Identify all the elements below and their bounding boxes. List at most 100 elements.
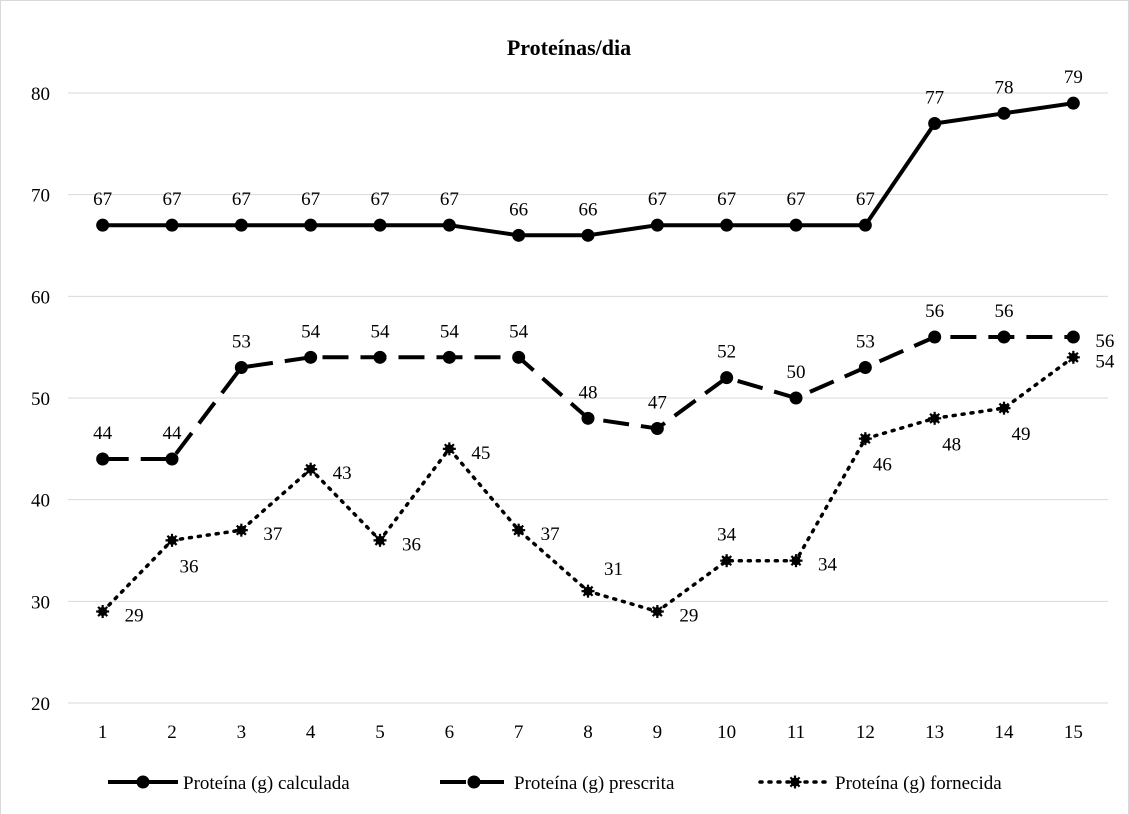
y-tick-label: 40	[31, 491, 50, 512]
legend-swatch-marker	[467, 775, 481, 789]
legend: Proteína (g) calculada Proteína (g) presc…	[108, 773, 1002, 794]
data-label: 54	[440, 321, 460, 342]
data-label: 67	[856, 189, 875, 210]
data-point	[234, 523, 248, 537]
data-label: 53	[232, 332, 251, 353]
data-label: 54	[371, 321, 391, 342]
data-label: 49	[1012, 424, 1031, 445]
data-label: 50	[787, 362, 806, 383]
series-0	[96, 96, 1080, 242]
data-point	[928, 117, 942, 130]
data-point	[304, 350, 318, 364]
legend-swatch-marker	[136, 775, 150, 789]
x-tick-label: 6	[445, 722, 455, 743]
data-label: 67	[717, 189, 736, 210]
data-point	[650, 605, 664, 618]
data-point	[165, 218, 179, 232]
data-label: 66	[509, 199, 528, 220]
x-tick-label: 9	[653, 722, 663, 743]
data-point	[234, 361, 248, 374]
y-tick-label: 30	[31, 592, 50, 613]
y-tick-label: 80	[31, 84, 50, 105]
x-tick-label: 12	[856, 722, 875, 743]
x-tick-label: 13	[925, 722, 944, 743]
data-label: 67	[232, 189, 251, 210]
data-point	[997, 106, 1011, 120]
chart-title: Proteínas/dia	[507, 35, 631, 60]
data-point	[442, 218, 456, 232]
data-point	[1066, 330, 1080, 344]
x-axis: 1 2 3 4 5 6 7 8 9 10 11 12 13 14 15	[98, 722, 1083, 743]
data-point	[373, 218, 387, 232]
data-point	[581, 411, 595, 425]
data-point	[165, 533, 179, 547]
data-point	[858, 432, 872, 446]
data-point	[858, 361, 872, 374]
data-label: 43	[333, 463, 352, 484]
data-label: 67	[440, 189, 459, 210]
data-point	[1066, 96, 1080, 110]
data-label: 34	[717, 525, 737, 546]
data-point	[720, 371, 734, 385]
data-label: 44	[163, 423, 183, 444]
data-point	[96, 605, 110, 618]
data-point	[442, 350, 456, 364]
data-labels: 67 67 67 67 67 67 66 66 67 67 67 67 77 78 79 44 44 53 54 54…	[93, 67, 1115, 626]
data-label: 36	[402, 534, 421, 555]
data-point	[789, 554, 803, 568]
series-layer	[96, 96, 1080, 618]
y-tick-label: 60	[31, 287, 50, 308]
data-point	[581, 584, 595, 598]
series-1	[96, 330, 1080, 466]
data-label: 67	[371, 189, 390, 210]
data-label: 67	[301, 189, 320, 210]
data-label: 67	[787, 189, 806, 210]
x-tick-label: 4	[306, 722, 316, 743]
legend-item-1: Proteína (g) prescrita	[440, 773, 675, 794]
x-tick-label: 2	[167, 722, 177, 743]
data-point	[789, 391, 803, 405]
data-label: 29	[125, 606, 144, 627]
x-tick-label: 7	[514, 722, 524, 743]
data-label: 66	[579, 199, 598, 220]
data-label: 56	[925, 301, 944, 322]
y-axis: 20 30 40 50 60 70 80	[31, 84, 50, 715]
data-point	[650, 218, 664, 232]
x-tick-label: 15	[1064, 722, 1083, 743]
data-point	[650, 422, 664, 435]
data-point	[96, 218, 110, 232]
legend-swatch-marker	[788, 775, 802, 789]
x-tick-label: 1	[98, 722, 108, 743]
data-label: 54	[1095, 351, 1115, 372]
data-point	[512, 228, 526, 242]
legend-label: Proteína (g) fornecida	[835, 773, 1002, 794]
data-point	[373, 533, 387, 547]
data-point	[234, 218, 248, 232]
data-label: 54	[301, 321, 321, 342]
x-tick-label: 11	[787, 722, 805, 743]
data-label: 31	[604, 559, 623, 580]
y-tick-label: 20	[31, 694, 50, 715]
data-label: 52	[717, 342, 736, 363]
data-label: 56	[1095, 331, 1114, 352]
data-point	[997, 401, 1011, 415]
x-tick-label: 10	[717, 722, 736, 743]
data-point	[720, 554, 734, 568]
frame-left-border	[0, 0, 1, 814]
legend-item-0: Proteína (g) calculada	[108, 773, 350, 794]
data-label: 67	[93, 189, 112, 210]
data-point	[304, 462, 318, 476]
data-point	[96, 452, 110, 466]
gridlines	[68, 92, 1108, 704]
data-label: 67	[163, 189, 182, 210]
data-label: 77	[925, 88, 944, 109]
legend-item-2: Proteína (g) fornecida	[758, 773, 1002, 794]
data-point	[304, 218, 318, 232]
data-point	[512, 350, 526, 364]
x-tick-label: 14	[995, 722, 1015, 743]
series-2	[96, 350, 1080, 618]
data-label: 48	[942, 434, 961, 455]
data-label: 78	[995, 77, 1014, 98]
legend-label: Proteína (g) prescrita	[514, 773, 675, 794]
